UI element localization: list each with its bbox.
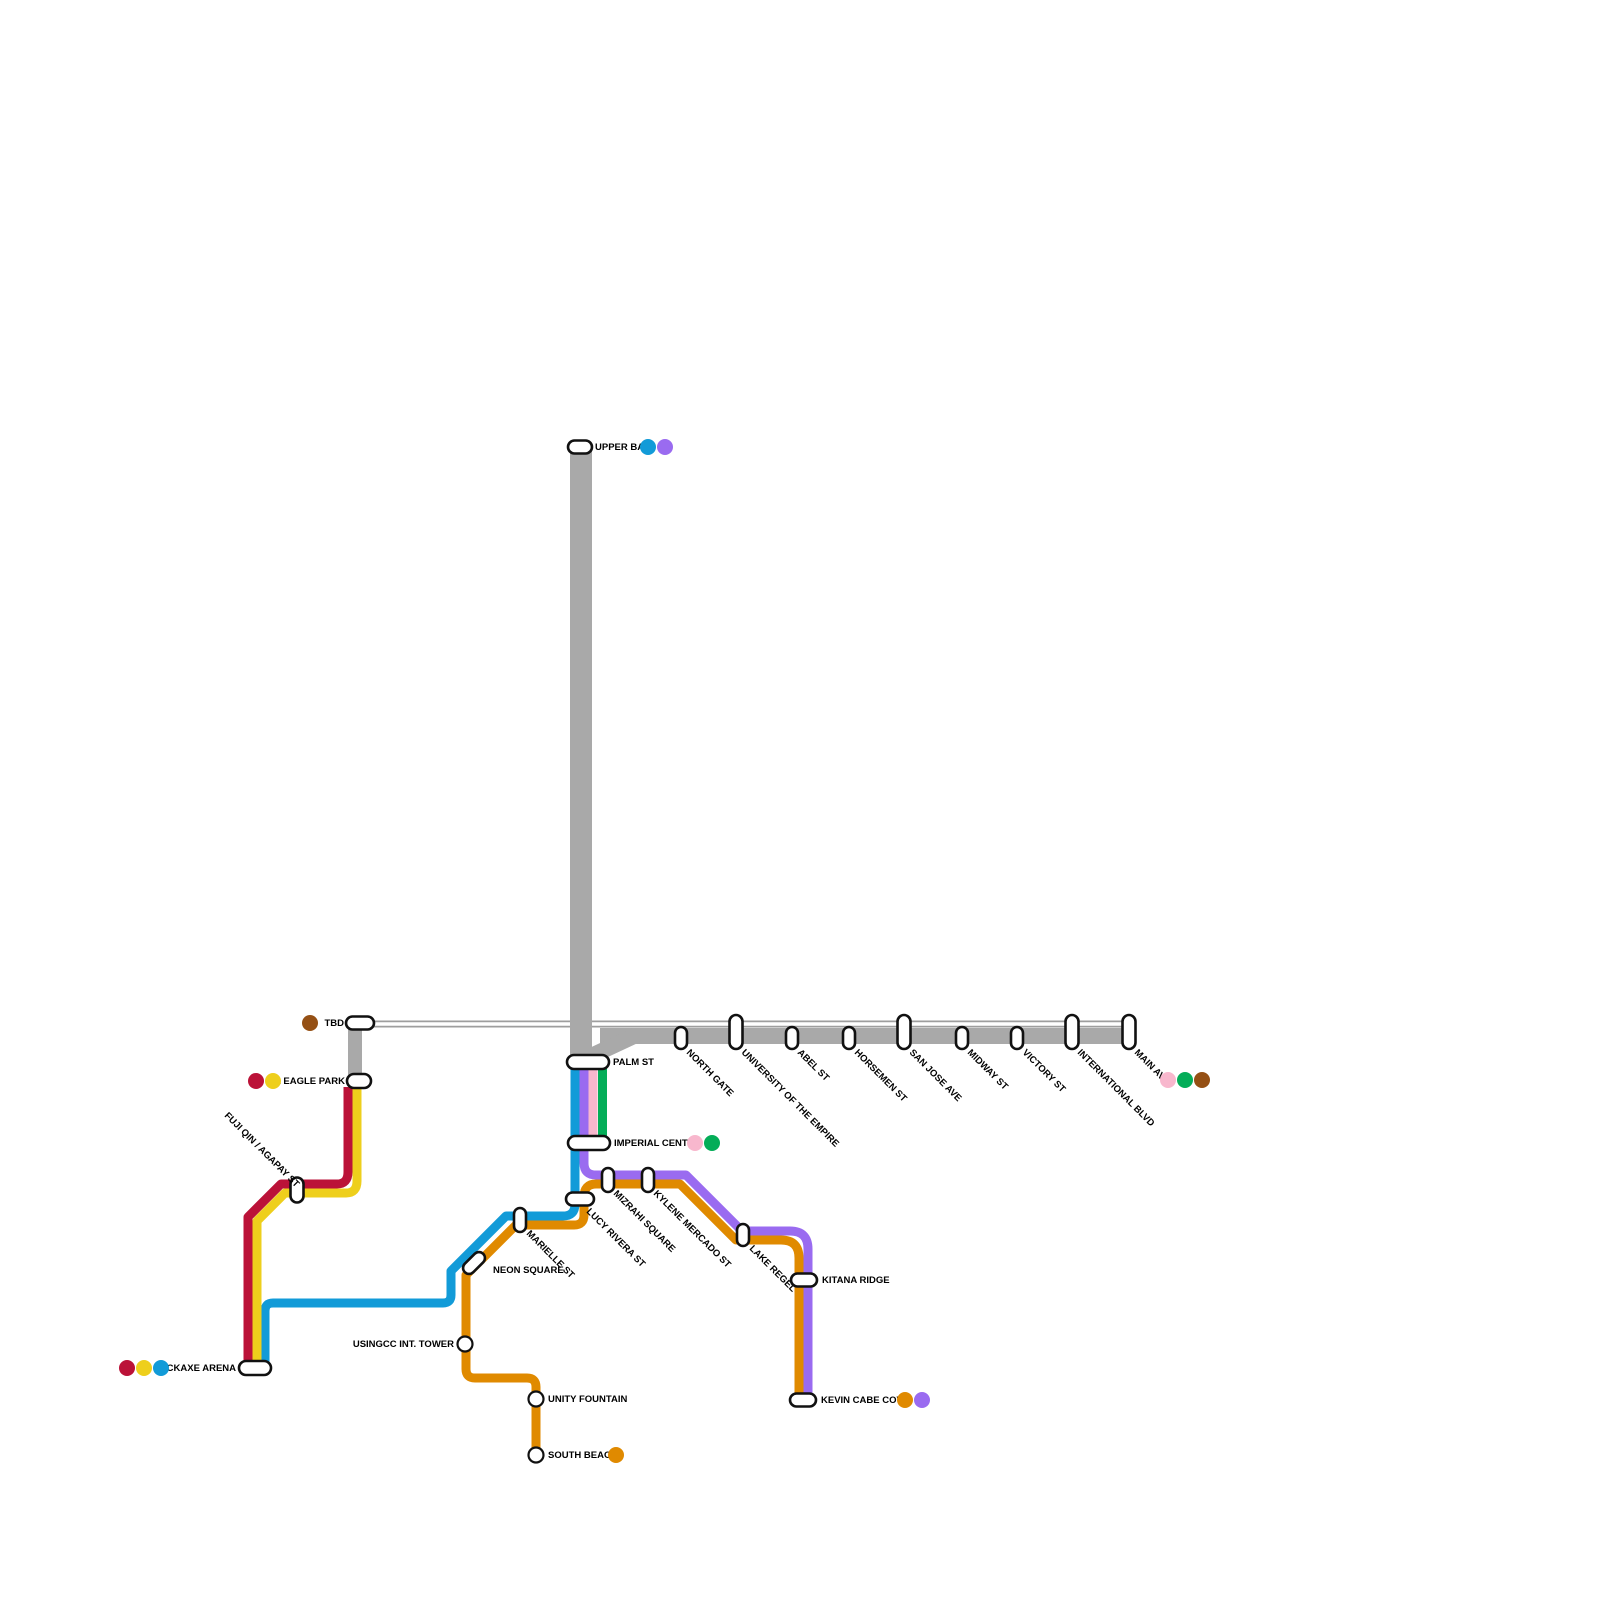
station-kylene-mercado-st[interactable] [640,1166,656,1194]
station-abel-st[interactable] [784,1025,800,1051]
station-label-fuji-qin-agapay-st: FUJI QIN / AGAPAY ST [222,1110,302,1190]
station-pickaxe-arena[interactable] [237,1359,273,1377]
station-lucy-rivera-st[interactable] [564,1191,596,1207]
terminus-dot-brown-tbd [302,1015,318,1031]
station-lake-regel[interactable] [735,1222,751,1248]
terminus-dot-red-el-eagle-park [248,1073,264,1089]
station-label-lake-regel: LAKE REGEL [747,1243,798,1294]
station-palm-st[interactable] [565,1053,611,1071]
station-kevin-cabe-cove[interactable] [788,1392,818,1408]
station-label-south-beach: SOUTH BEACH [548,1450,618,1461]
station-tbd[interactable] [344,1015,376,1031]
terminus-dot-pink-imperial-center [687,1135,703,1151]
station-label-imperial-center: IMPERIAL CENTER [614,1138,701,1149]
station-university-of-the-empire[interactable] [728,1013,744,1051]
station-mizrahi-square[interactable] [600,1166,616,1194]
station-label-midway-st: MIDWAY ST [965,1047,1010,1092]
station-marielle-st[interactable] [512,1206,528,1234]
terminus-dot-brown-main-ave [1194,1072,1210,1088]
terminus-dot-red-pickaxe-arena [119,1360,135,1376]
station-el-eagle-park[interactable] [345,1072,373,1090]
station-label-kevin-cabe-cove: KEVIN CABE COVE [821,1395,909,1406]
terminus-dot-orange-south-beach [608,1447,624,1463]
station-label-el-eagle-park: EL EAGLE PARK [269,1076,345,1087]
line-purple-line [579,1058,813,1399]
station-imperial-center[interactable] [566,1134,612,1152]
station-main-ave[interactable] [1121,1013,1137,1051]
terminus-dot-orange-kevin-cabe-cove [897,1392,913,1408]
station-usingcc-int-tower[interactable] [456,1335,474,1353]
station-unity-fountain[interactable] [527,1390,545,1408]
station-neon-square[interactable] [461,1250,488,1277]
station-label-university-of-the-empire: UNIVERSITY OF THE EMPIRE [739,1047,841,1149]
line-trunk-junction [581,1028,642,1065]
station-fuji-qin-agapay-st[interactable] [289,1176,305,1204]
station-upper-bay[interactable] [566,439,594,455]
station-label-victory-st: VICTORY ST [1020,1047,1068,1095]
station-label-neon-square: NEON SQUARE [493,1265,564,1276]
station-label-horsemen-st: HORSEMEN ST [852,1047,909,1104]
line-blue-line [260,1058,580,1365]
station-north-gate[interactable] [673,1025,689,1051]
station-label-abel-st: ABEL ST [795,1047,832,1084]
terminus-dot-yellow-el-eagle-park [265,1073,281,1089]
station-international-blvd[interactable] [1064,1013,1080,1051]
station-label-pickaxe-arena: PICKAXE ARENA [158,1363,236,1374]
station-label-unity-fountain: UNITY FOUNTAIN [548,1394,627,1405]
station-label-usingcc-int-tower: USINGCC INT. TOWER [353,1339,454,1350]
station-kitana-ridge[interactable] [789,1272,819,1288]
station-label-san-jose-ave: SAN JOSE AVE [907,1047,964,1104]
station-victory-st[interactable] [1009,1025,1025,1051]
line-orange-line [461,1179,804,1457]
station-label-kitana-ridge: KITANA RIDGE [822,1275,890,1286]
terminus-dot-green-main-ave [1177,1072,1193,1088]
terminus-dot-blue-pickaxe-arena [153,1360,169,1376]
terminus-dot-blue-upper-bay [640,439,656,455]
terminus-dot-pink-main-ave [1160,1072,1176,1088]
line-yellow-line [252,1087,362,1365]
terminus-dot-purple-kevin-cabe-cove [914,1392,930,1408]
station-midway-st[interactable] [954,1025,970,1051]
station-label-north-gate: NORTH GATE [684,1047,736,1099]
station-san-jose-ave[interactable] [896,1013,912,1051]
station-south-beach[interactable] [527,1446,545,1464]
station-label-palm-st: PALM ST [613,1057,654,1068]
station-label-upper-bay: UPPER BAY [595,442,650,453]
terminus-dot-purple-upper-bay [657,439,673,455]
terminus-dot-green-imperial-center [704,1135,720,1151]
terminus-dot-yellow-pickaxe-arena [136,1360,152,1376]
station-label-tbd: TBD [324,1018,344,1029]
station-horsemen-st[interactable] [841,1025,857,1051]
